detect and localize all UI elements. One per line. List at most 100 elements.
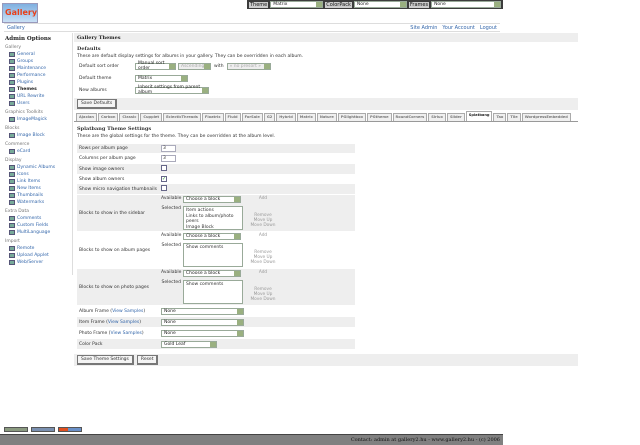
tab-fluid[interactable]: Fluid [224, 113, 241, 121]
sidebar-item-ecard[interactable]: eCard [3, 148, 72, 155]
color-pack-select[interactable]: Gold Leaf [161, 340, 217, 348]
selected-block-item[interactable]: Image Block [186, 224, 214, 230]
tab-classic[interactable]: Classic [119, 113, 140, 121]
sidebar-item-link-items[interactable]: Link Items [3, 178, 72, 185]
sidebar-item-new-items[interactable]: New Items [3, 185, 72, 192]
tab-g2[interactable]: G2 [263, 113, 276, 121]
album-blocks-selected-list[interactable]: Show comments [183, 243, 243, 267]
theme-select[interactable]: Matrix [270, 1, 324, 8]
save-theme-settings-button[interactable]: Save Theme Settings [77, 355, 134, 365]
tab-nature[interactable]: Nature [316, 113, 337, 121]
tab-pgtheme[interactable]: PGtheme [367, 113, 392, 121]
sidebar-blocks-remove-button[interactable]: Remove [254, 213, 272, 218]
logout-link[interactable]: Logout [479, 24, 497, 31]
item-frame-view-samples[interactable]: View Samples [107, 319, 140, 325]
sidebar-blocks-move-down-button[interactable]: Move Down [250, 223, 276, 228]
micro-nav-checkbox[interactable] [161, 185, 167, 191]
tab-matrix[interactable]: Matrix [296, 113, 316, 121]
sidebar-blocks-add-button[interactable]: Add [258, 196, 268, 201]
sidebar-item-image-block[interactable]: Image Block [3, 132, 72, 139]
sidebar-item-upload-applet[interactable]: Upload Applet [3, 252, 72, 259]
tab-splatbang[interactable]: Splatbang [465, 111, 493, 121]
sidebar-group-label: Import [5, 239, 20, 244]
tab-pglightbox[interactable]: PGlightbox [337, 113, 367, 121]
sidebar-item-performance[interactable]: Performance [3, 72, 72, 79]
sidebar-item-users[interactable]: Users [3, 100, 72, 107]
breadcrumb-gallery[interactable]: Gallery [7, 24, 25, 31]
album-blocks-move-down-button[interactable]: Move Down [250, 260, 276, 265]
sidebar-item-icons[interactable]: Icons [3, 171, 72, 178]
sidebar-item-thumbnails[interactable]: Thumbnails [3, 192, 72, 199]
help-badge[interactable] [58, 427, 82, 432]
sidebar-item-watermarks[interactable]: Watermarks [3, 199, 72, 206]
sort-order-label: Default sort order [79, 63, 120, 69]
validator-badge[interactable] [4, 427, 28, 432]
save-defaults-button[interactable]: Save Defaults [77, 99, 118, 109]
album-owners-checkbox[interactable]: ✓ [161, 176, 167, 182]
tab-siriux[interactable]: Siriux [428, 113, 446, 121]
photo-blocks-add-button[interactable]: Add [258, 270, 268, 275]
item-frame-select[interactable]: None [161, 318, 244, 326]
photo-frame-view-samples[interactable]: View Samples [110, 330, 142, 336]
tab-floatrix[interactable]: Floatrix [201, 113, 224, 121]
photo-blocks-move-up-button[interactable]: Move Up [253, 292, 273, 297]
selected-block-item[interactable]: Show comments [186, 245, 224, 250]
your-account-link[interactable]: Your Account [442, 24, 475, 31]
frames-select[interactable]: None [431, 1, 501, 8]
sidebar-item-url-rewrite[interactable]: URL Rewrite [3, 93, 72, 100]
sidebar-item-themes[interactable]: Themes [3, 86, 72, 93]
sidebar-item-remote[interactable]: Remote [3, 245, 72, 252]
columns-input[interactable]: 3 [161, 155, 176, 162]
album-blocks-available-select[interactable]: Choose a block [183, 233, 241, 240]
photo-blocks-selected-list[interactable]: Show comments [183, 280, 243, 304]
new-albums-select[interactable]: Inherit settings from parent album [135, 85, 209, 95]
tab-wordpressembedded[interactable]: WordpressEmbedded [521, 113, 571, 121]
site-admin-link[interactable]: Site Admin [410, 24, 438, 31]
album-blocks-add-button[interactable]: Add [258, 233, 268, 238]
selected-block-item[interactable]: Item actions [186, 208, 214, 213]
selected-block-item[interactable]: Links to album/photo peers [186, 213, 234, 225]
sidebar-blocks-move-up-button[interactable]: Move Up [253, 218, 273, 223]
image-owners-checkbox[interactable] [161, 165, 167, 171]
album-frame-select[interactable]: None [161, 307, 244, 315]
tab-tile[interactable]: Tile [507, 113, 521, 121]
sort-order-select[interactable]: Manual sort order [135, 61, 176, 71]
sidebar-item-maintenance[interactable]: Maintenance [3, 65, 72, 72]
gallery-badge[interactable] [31, 427, 55, 432]
sidebar-blocks-selected-list[interactable]: Item actions Links to album/photo peers Im… [183, 206, 243, 230]
sidebar-item-imagemagick[interactable]: ImageMagick [3, 116, 72, 123]
photo-frame-select[interactable]: None [161, 329, 244, 337]
tab-ajaxian[interactable]: Ajaxian [76, 113, 97, 121]
photo-blocks-available-select[interactable]: Choose a block [183, 270, 241, 277]
tab-carbon[interactable]: Carbon [97, 113, 119, 121]
sidebar-item-groups[interactable]: Groups [3, 58, 72, 65]
sidebar-blocks-available-select[interactable]: Choose a block [183, 196, 241, 203]
album-blocks-remove-button[interactable]: Remove [254, 250, 272, 255]
sidebar-item-multilanguage[interactable]: MultiLanguage [3, 229, 72, 236]
tab-roundcorners[interactable]: RoundCorners [392, 113, 428, 121]
sidebar-item-general[interactable]: General [3, 51, 72, 58]
sidebar-item-custom-fields[interactable]: Custom Fields [3, 222, 72, 229]
colorpack-select[interactable]: None [353, 1, 407, 8]
album-frame-view-samples[interactable]: View Samples [112, 308, 144, 314]
tab-slider[interactable]: Slider [446, 113, 465, 121]
selected-block-item[interactable]: Show comments [186, 282, 224, 287]
default-theme-select[interactable]: Matrix [135, 74, 188, 82]
tab-hybrid[interactable]: Hybrid [276, 113, 296, 121]
sidebar-group-label: Gallery [5, 45, 22, 50]
tab-forsale[interactable]: ForSale [241, 113, 263, 121]
sidebar-blocks-label: Blocks to show in the sidebar [77, 195, 159, 231]
reset-button[interactable]: Reset [136, 355, 159, 365]
album-blocks-move-up-button[interactable]: Move Up [253, 255, 273, 260]
gallery-logo[interactable]: Gallery [2, 3, 38, 23]
sidebar-item-comments[interactable]: Comments [3, 215, 72, 222]
sidebar-item-dynamic-albums[interactable]: Dynamic Albums [3, 164, 72, 171]
photo-blocks-move-down-button[interactable]: Move Down [250, 297, 276, 302]
photo-blocks-remove-button[interactable]: Remove [254, 287, 272, 292]
tab-tao[interactable]: Tao [493, 113, 507, 121]
rows-input[interactable]: 3 [161, 145, 176, 152]
tab-cupplet[interactable]: Cupplet [140, 113, 163, 121]
sidebar-item-web-server[interactable]: Web/Server [3, 259, 72, 266]
tab-eclecticthreads[interactable]: EclecticThreads [163, 113, 201, 121]
sidebar-item-plugins[interactable]: Plugins [3, 79, 72, 86]
